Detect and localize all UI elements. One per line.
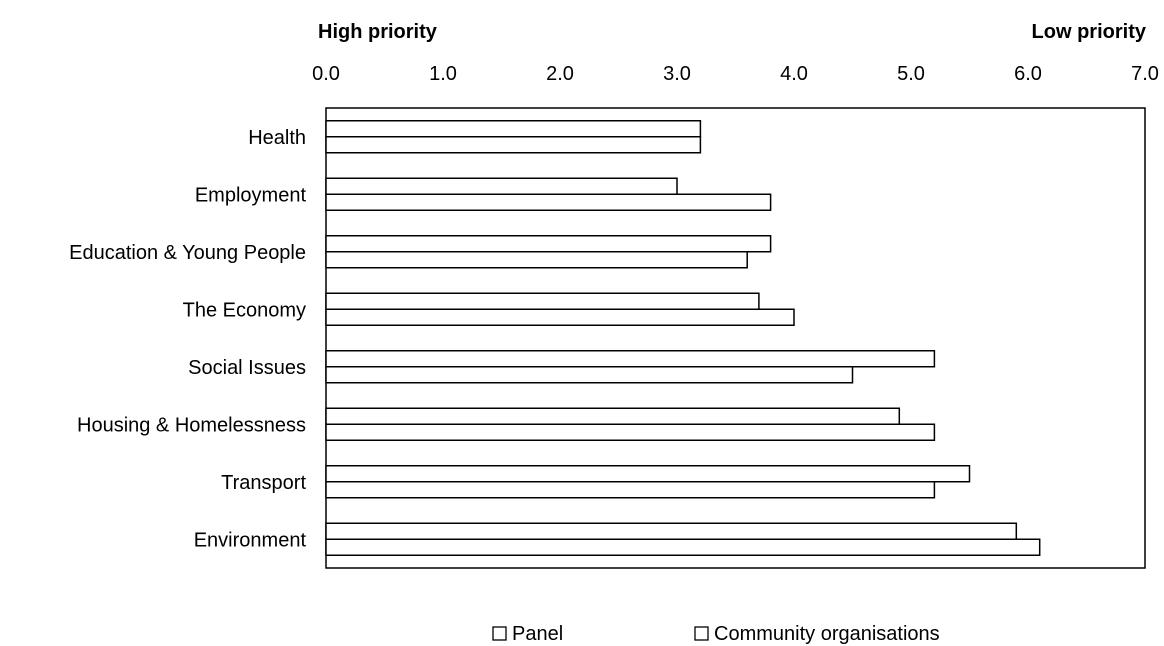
x-tick-label: 4.0 <box>780 63 808 85</box>
x-tick-label: 6.0 <box>1014 63 1042 85</box>
bar-community <box>325 366 854 384</box>
bar-community <box>325 481 936 499</box>
plot-frame <box>325 107 1146 569</box>
category-label: Environment <box>194 529 307 551</box>
x-tick-label: 2.0 <box>546 63 574 85</box>
x-tick-label: 5.0 <box>897 63 925 85</box>
category-label: Education & Young People <box>69 242 306 264</box>
low-priority-label: Low priority <box>1032 21 1147 43</box>
bar-panel <box>325 407 901 425</box>
bar-community <box>325 193 772 211</box>
legend-label-panel: Panel <box>512 623 563 645</box>
x-tick-label: 0.0 <box>312 63 340 85</box>
bar-community <box>325 308 795 326</box>
category-labels: Health Employment Education & Young People… <box>69 127 306 552</box>
x-tick-label: 3.0 <box>663 63 691 85</box>
bar-community <box>325 251 748 269</box>
category-label: Employment <box>195 184 307 206</box>
high-priority-label: High priority <box>318 21 438 43</box>
bar-community <box>325 538 1041 556</box>
x-axis-ticks: 0.0 1.0 2.0 3.0 4.0 5.0 6.0 7.0 <box>312 63 1159 85</box>
bar-panel <box>325 120 702 138</box>
plot-area <box>325 107 1146 569</box>
category-label: Housing & Homelessness <box>77 414 306 436</box>
category-label: Health <box>248 127 306 149</box>
legend-swatch-panel <box>492 626 507 641</box>
category-label: The Economy <box>183 299 306 321</box>
bar-panel <box>325 177 678 195</box>
bar-community <box>325 423 936 441</box>
category-label: Transport <box>221 472 306 494</box>
x-tick-label: 7.0 <box>1131 63 1159 85</box>
legend-label-community: Community organisations <box>714 623 940 645</box>
bar-panel <box>325 522 1018 540</box>
bar-panel <box>325 292 760 310</box>
category-label: Social Issues <box>188 357 306 379</box>
legend-swatch-community <box>694 626 709 641</box>
bar-panel <box>325 235 772 253</box>
bar-community <box>325 136 702 154</box>
bars <box>325 120 1041 556</box>
legend: Panel Community organisations <box>492 623 940 645</box>
bar-panel <box>325 465 971 483</box>
bar-panel <box>325 350 936 368</box>
x-tick-label: 1.0 <box>429 63 457 85</box>
